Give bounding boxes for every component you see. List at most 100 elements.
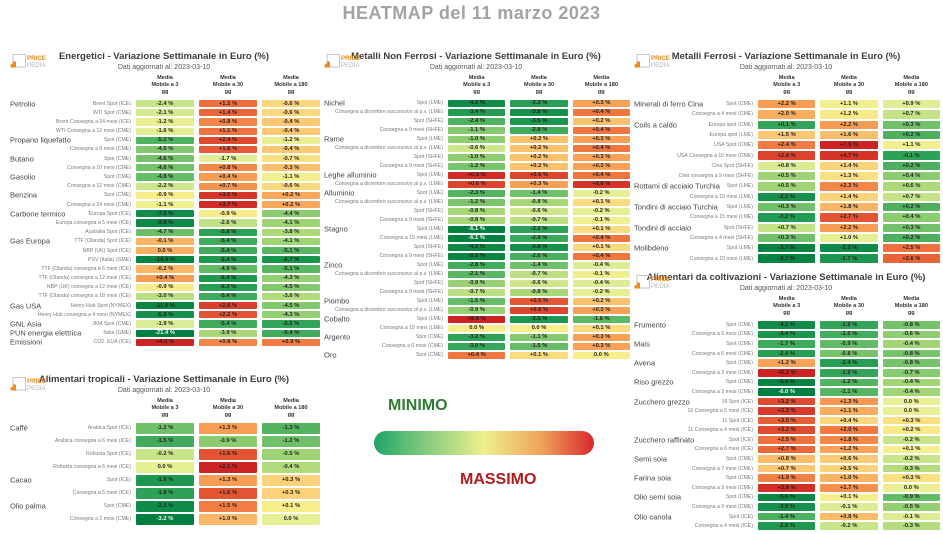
row-cells: -3.0 % -1.5 % +0.3 % bbox=[448, 342, 630, 351]
row-cells: -0.8 % -0.6 % -0.2 % bbox=[448, 207, 630, 216]
heatmap-row: Consegna a 9 mesi (SHFE) -5.2 % -2.6 % +0.4… bbox=[322, 252, 630, 261]
value-cell: -0.2 % bbox=[136, 448, 194, 460]
row-cells: 0.0 % +2.1 % -0.4 % bbox=[136, 461, 320, 474]
row-cells: -4.7 % -5.8 % -3.8 % bbox=[136, 228, 320, 237]
value-cell: +0.3 % bbox=[882, 120, 940, 129]
value-cell: -2.1 % bbox=[136, 500, 194, 512]
row-cells: -1.5 % -0.9 % -1.2 % bbox=[136, 435, 320, 448]
row-cells: -2.3 % -1.4 % -0.2 % bbox=[448, 189, 630, 198]
heatmap-row: Europa consegna a 5 mesi (ICE) -9.5 % -2.6… bbox=[8, 218, 320, 227]
heatmap-row: Avena Spot (CME) +1.2 % -2.4 % -0.8 % bbox=[632, 358, 940, 368]
heatmap-row: TTF (Olanda) consegna a 18 mesi (ICE) -3.… bbox=[8, 292, 320, 301]
value-cell: -3.7 % bbox=[758, 254, 816, 263]
series-label: Europa Spot (ICE) bbox=[88, 210, 131, 217]
value-cell: -0.9 % bbox=[448, 279, 506, 287]
row-cells: -5.2 % +2.4 % -1.2 % bbox=[136, 136, 320, 145]
value-cell: +2.7 % bbox=[820, 213, 878, 222]
value-cell: -2.8 % bbox=[448, 261, 506, 269]
row-cells: +3.0 % +0.4 % +0.3 % bbox=[758, 416, 940, 426]
commodity-group-label: Carbone termico bbox=[10, 209, 66, 219]
value-cell: -5.1 % bbox=[262, 265, 320, 273]
value-cell: -0.4 % bbox=[262, 127, 320, 135]
legend-min-label: MINIMO bbox=[388, 397, 448, 414]
value-cell: +3.2 % bbox=[758, 397, 816, 406]
row-cells: -1.5 % +0.5 % +0.2 % bbox=[448, 297, 630, 306]
column-header: Media Mobile a 30 gg bbox=[833, 296, 865, 316]
row-cells: -4.6 % -1.7 % -0.7 % bbox=[136, 154, 320, 163]
value-cell: +0.5 % bbox=[820, 464, 878, 473]
value-cell: -2.4 % bbox=[136, 99, 194, 108]
row-cells: +3.2 % +1.3 % 0.0 % bbox=[758, 397, 940, 407]
value-cell: -1.7 % bbox=[199, 155, 257, 163]
series-label: Consegna a 15 mesi (LME) bbox=[689, 193, 753, 200]
column-headers: Media Mobile a 3 gg Media Mobile a 30 gg Media… bbox=[632, 75, 940, 96]
value-cell: -6.7 % bbox=[262, 256, 320, 264]
value-cell: -3.8 % bbox=[262, 228, 320, 236]
value-cell: -0.7 % bbox=[262, 155, 320, 163]
value-cell: +3.6 % bbox=[199, 191, 257, 200]
value-cell: +0.1 % bbox=[572, 243, 630, 251]
value-cell: -0.8 % bbox=[510, 198, 568, 206]
heatmap-row: Spot (SHFE) -1.0 % +0.2 % +0.3 % bbox=[322, 153, 630, 162]
heatmap-row: Consegna a 9 mesi (CME) +3.8 % +1.7 % 0.0 % bbox=[632, 483, 940, 493]
value-cell: +1.3 % bbox=[199, 474, 257, 486]
value-cell: -0.3 % bbox=[262, 164, 320, 172]
commodity-group-label: Olio semi soia bbox=[634, 492, 682, 502]
series-label: Spot (ICE) bbox=[728, 436, 753, 443]
pricepedia-logo: PRICE PEDIA bbox=[634, 275, 670, 290]
heatmap-row: Spot (SHFE) -4.3 % -3.8 % +0.1 % bbox=[322, 243, 630, 252]
row-cells: -2.8 % -1.4 % -0.4 % bbox=[448, 261, 630, 270]
heatmap-row: Consegna a 9 mesi (CME) -3.9 % -0.1 % -0.5 … bbox=[632, 502, 940, 512]
heatmap-row: Consegna a 15 mesi (LME) -2.1 % +1.4 % +0.7… bbox=[632, 192, 940, 202]
series-label: TTF (Olanda) consegna a 12 mesi (ICE) bbox=[38, 275, 131, 282]
row-cells: +8.8 % -3.5 % -1.6 % bbox=[448, 315, 630, 324]
value-cell: +0.8 % bbox=[199, 118, 257, 126]
value-cell: -3.9 % bbox=[199, 329, 257, 337]
value-cell: -6.0 % bbox=[758, 388, 816, 396]
value-cell: -1.1 % bbox=[820, 388, 878, 396]
value-cell: +0.2 % bbox=[882, 233, 940, 243]
value-cell: -2.6 % bbox=[510, 252, 568, 260]
value-cell: -0.1 % bbox=[136, 237, 194, 245]
heatmap-row: Consegna a 9 mesi (SHFE) -1.1 % -2.8 % +0.4… bbox=[322, 126, 630, 135]
value-cell: -3.5 % bbox=[510, 117, 568, 125]
row-cells: -4.1 % -1.9 % -0.8 % bbox=[758, 320, 940, 330]
row-cells: -9.5 % -2.6 % -4.1 % bbox=[136, 218, 320, 227]
value-cell: +0.2 % bbox=[262, 191, 320, 200]
commodity-group-label: Cacao bbox=[10, 475, 32, 485]
value-cell: -1.5 % bbox=[820, 330, 878, 339]
value-cell: -0.9 % bbox=[136, 283, 194, 291]
heatmap-row: PSV (Italia) (GME) -14.4 % -6.4 % -6.7 % bbox=[8, 255, 320, 264]
heatmap-row: Tondini di acciaio Turchia Spot (LME) +0.3… bbox=[632, 202, 940, 212]
value-cell: -0.7 % bbox=[510, 270, 568, 278]
value-cell: +0.1 % bbox=[572, 225, 630, 233]
value-cell: +1.8 % bbox=[820, 202, 878, 212]
value-cell: -6.4 % bbox=[199, 274, 257, 282]
row-cells: -1.7 % -0.9 % -0.4 % bbox=[758, 339, 940, 349]
series-label: Australia Spot (ICE) bbox=[85, 229, 131, 236]
heatmap-row: Consegna a dicembre successivo al p.v. (… bbox=[322, 270, 630, 279]
commodity-group-label: Riso grezzo bbox=[634, 377, 674, 387]
value-cell: +0.2 % bbox=[572, 117, 630, 125]
series-label: Consegna a 15 mesi (LME) bbox=[689, 214, 753, 221]
row-cells: -1.0 % +0.2 % +0.3 % bbox=[448, 135, 630, 144]
panel-rows: Nichel Spot (LME) -4.2 % -3.3 % +0.3 % Conseg… bbox=[322, 99, 630, 360]
panel-subtitle: Dati aggiornati al: 2023-03-10 bbox=[739, 64, 833, 71]
row-cells: +0.9 % +0.6 % +0.4 % bbox=[448, 171, 630, 180]
series-label: Consegna a 9 mesi (SHFE) bbox=[379, 127, 443, 134]
row-cells: -2.1 % +1.4 % +0.7 % bbox=[758, 192, 940, 202]
page-title: HEATMAP del 11 marzo 2023 bbox=[342, 3, 601, 23]
series-label: Spot (LME) bbox=[726, 204, 753, 211]
heatmap-row: 11 Consegna a 4 mesi (ICE) +3.2 % +2.0 % +0… bbox=[632, 425, 940, 435]
value-cell: -4.1 % bbox=[262, 237, 320, 245]
series-label: Spot (LME) bbox=[416, 100, 443, 107]
heatmap-row: Benzina Spot (CME) -0.9 % +3.6 % +0.2 % bbox=[8, 191, 320, 200]
value-cell: +2.0 % bbox=[820, 426, 878, 435]
value-cell: +1.5 % bbox=[199, 500, 257, 512]
value-cell: -0.5 % bbox=[262, 448, 320, 460]
value-cell: +0.1 % bbox=[572, 324, 630, 332]
value-cell: +2.3 % bbox=[820, 182, 878, 191]
value-cell: +4.7 % bbox=[820, 151, 878, 160]
value-cell: +0.1 % bbox=[882, 445, 940, 454]
heatmap-row: GNL Asia JKM Spot (CME) -1.9 % -5.4 % -5.5 % bbox=[8, 319, 320, 329]
